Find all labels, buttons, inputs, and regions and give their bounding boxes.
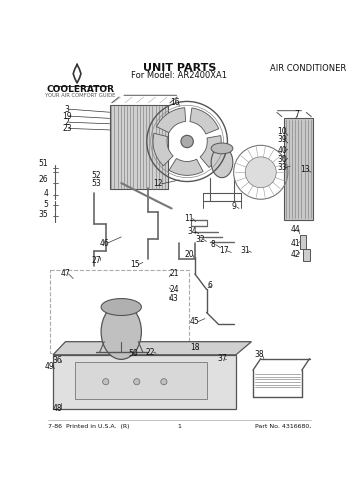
Bar	[303, 249, 309, 261]
Bar	[284, 119, 314, 220]
Text: 32: 32	[196, 235, 205, 244]
Text: 5: 5	[43, 200, 48, 209]
Text: 36: 36	[53, 356, 63, 364]
Circle shape	[245, 157, 276, 188]
FancyArrowPatch shape	[160, 97, 167, 103]
FancyArrowPatch shape	[112, 97, 119, 103]
FancyArrowPatch shape	[306, 112, 311, 117]
Text: 1: 1	[177, 424, 181, 429]
Text: 7-86  Printed in U.S.A.  (R): 7-86 Printed in U.S.A. (R)	[48, 424, 129, 429]
Text: Part No. 4316680,: Part No. 4316680,	[255, 424, 311, 429]
FancyArrowPatch shape	[170, 97, 177, 103]
Text: 39: 39	[278, 135, 287, 144]
Text: 10: 10	[278, 127, 287, 136]
FancyArrowPatch shape	[277, 112, 282, 117]
Text: 23: 23	[62, 124, 72, 133]
Text: 22: 22	[146, 348, 155, 357]
Text: 19: 19	[62, 112, 72, 121]
FancyArrowPatch shape	[113, 97, 121, 103]
Text: 18: 18	[190, 343, 199, 351]
Wedge shape	[153, 133, 173, 166]
Text: 46: 46	[99, 239, 109, 248]
FancyArrowPatch shape	[125, 97, 132, 103]
Text: 37: 37	[217, 354, 227, 363]
Text: 4: 4	[43, 190, 48, 198]
Text: 6: 6	[208, 281, 213, 290]
Circle shape	[181, 135, 193, 148]
Text: 31: 31	[240, 246, 250, 255]
Text: 45: 45	[190, 317, 200, 326]
Text: 41: 41	[291, 239, 300, 248]
Text: 47: 47	[61, 269, 70, 278]
Text: 7: 7	[295, 110, 300, 119]
Text: 52: 52	[92, 171, 102, 180]
Text: 34: 34	[188, 227, 197, 236]
Text: 26: 26	[39, 175, 48, 185]
Text: 35: 35	[38, 210, 48, 219]
Text: 8: 8	[210, 240, 215, 249]
Text: 43: 43	[169, 294, 179, 303]
Polygon shape	[53, 342, 251, 355]
Text: 53: 53	[92, 178, 102, 188]
Wedge shape	[156, 108, 186, 133]
Polygon shape	[53, 355, 236, 409]
FancyArrowPatch shape	[148, 97, 155, 103]
Text: 40: 40	[278, 146, 287, 155]
FancyArrowPatch shape	[136, 97, 144, 103]
Text: For Model: AR2400XA1: For Model: AR2400XA1	[131, 71, 228, 80]
Text: 33: 33	[278, 163, 287, 172]
Circle shape	[134, 379, 140, 385]
Ellipse shape	[211, 143, 233, 154]
Text: 24: 24	[169, 285, 179, 294]
Text: 49: 49	[45, 362, 55, 371]
Text: 17: 17	[219, 246, 228, 255]
Text: 3: 3	[64, 104, 69, 114]
Text: AIR CONDITIONER: AIR CONDITIONER	[270, 64, 346, 73]
Bar	[300, 235, 306, 249]
Text: 38: 38	[254, 350, 264, 359]
Text: 13: 13	[300, 165, 310, 174]
Bar	[50, 270, 189, 353]
Text: 21: 21	[169, 269, 179, 278]
Wedge shape	[169, 158, 203, 175]
Text: 27: 27	[92, 256, 101, 264]
Text: 44: 44	[291, 225, 301, 234]
Text: 2: 2	[65, 118, 69, 127]
Bar	[110, 104, 168, 189]
Text: COOLERATOR: COOLERATOR	[46, 86, 114, 94]
Text: 12: 12	[154, 179, 163, 189]
Circle shape	[103, 379, 109, 385]
Ellipse shape	[101, 298, 141, 315]
Text: YOUR AIR COMFORT GUIDE: YOUR AIR COMFORT GUIDE	[45, 93, 116, 98]
Text: 15: 15	[131, 260, 140, 269]
Text: 50: 50	[128, 349, 138, 358]
Bar	[75, 363, 206, 399]
Text: 42: 42	[291, 250, 300, 259]
Text: 11: 11	[185, 214, 194, 223]
Wedge shape	[190, 108, 219, 134]
Text: 30: 30	[278, 156, 287, 164]
Wedge shape	[200, 136, 221, 168]
Ellipse shape	[101, 304, 141, 359]
Text: 16: 16	[171, 98, 180, 107]
Text: 48: 48	[53, 404, 63, 413]
Text: 20: 20	[185, 250, 194, 259]
Ellipse shape	[211, 147, 233, 178]
Text: 51: 51	[39, 159, 48, 168]
Circle shape	[161, 379, 167, 385]
Text: UNIT PARTS: UNIT PARTS	[143, 63, 216, 73]
Text: 9: 9	[231, 203, 236, 211]
